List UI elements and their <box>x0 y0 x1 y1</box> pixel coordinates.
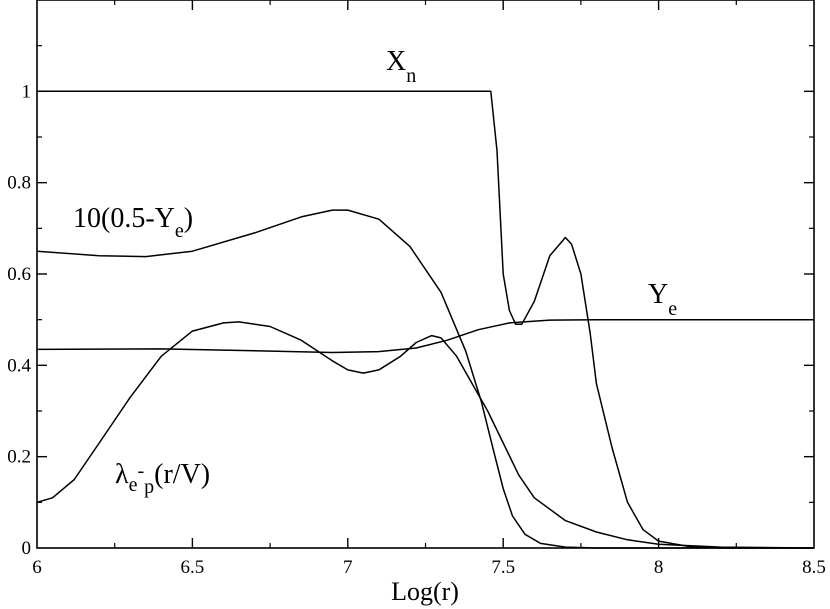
axis-tick-labels: 6 6.5 7 7.5 8 8.5 0 0.2 0.4 0.6 0.8 1 <box>7 81 826 578</box>
annotation-ye-sub: e <box>668 298 677 320</box>
x-tick-label: 6.5 <box>181 557 205 578</box>
annotation-ye: Ye <box>648 279 677 320</box>
annotation-ye-main: Y <box>648 279 668 310</box>
annotation-lambda-sup: - <box>137 460 144 482</box>
annotation-lambda: λe-p(r/V) <box>115 459 210 498</box>
annotation-xn: Xn <box>386 46 416 87</box>
annotation-lambda-main: λ <box>115 459 129 490</box>
annotation-ye10-main: 10(0.5-Y <box>73 203 175 234</box>
x-tick-label: 7.5 <box>491 557 515 578</box>
x-axis-label: Log(r) <box>391 577 459 606</box>
data-series <box>36 90 815 549</box>
annotation-ye10-sub: e <box>175 220 184 242</box>
y-tick-label: 1 <box>22 81 32 102</box>
series-line-lambda <box>36 321 815 549</box>
y-tick-label: 0.6 <box>7 264 31 285</box>
x-tick-label: 7 <box>343 557 353 578</box>
annotation-ye10-tail: ) <box>184 203 193 234</box>
annotation-lambda-tail: (r/V) <box>154 459 210 490</box>
annotation-lambda-sub2: p <box>144 476 154 498</box>
x-tick-label: 8.5 <box>802 557 826 578</box>
series-line-ye10 <box>36 209 814 549</box>
y-tick-label: 0.8 <box>7 173 31 194</box>
series-line-xn <box>37 90 814 549</box>
y-tick-label: 0.4 <box>7 355 31 376</box>
annotation-ye10: 10(0.5-Ye) <box>73 203 193 242</box>
annotation-xn-sub: n <box>406 65 416 87</box>
series-line-ye <box>36 318 814 354</box>
annotation-lambda-sub1: e <box>129 474 138 496</box>
axis-ticks <box>37 0 814 548</box>
y-tick-label: 0 <box>22 538 32 559</box>
y-tick-label: 0.2 <box>7 447 31 468</box>
annotation-xn-main: X <box>386 46 406 77</box>
x-tick-label: 8 <box>654 557 664 578</box>
x-tick-label: 6 <box>32 557 42 578</box>
